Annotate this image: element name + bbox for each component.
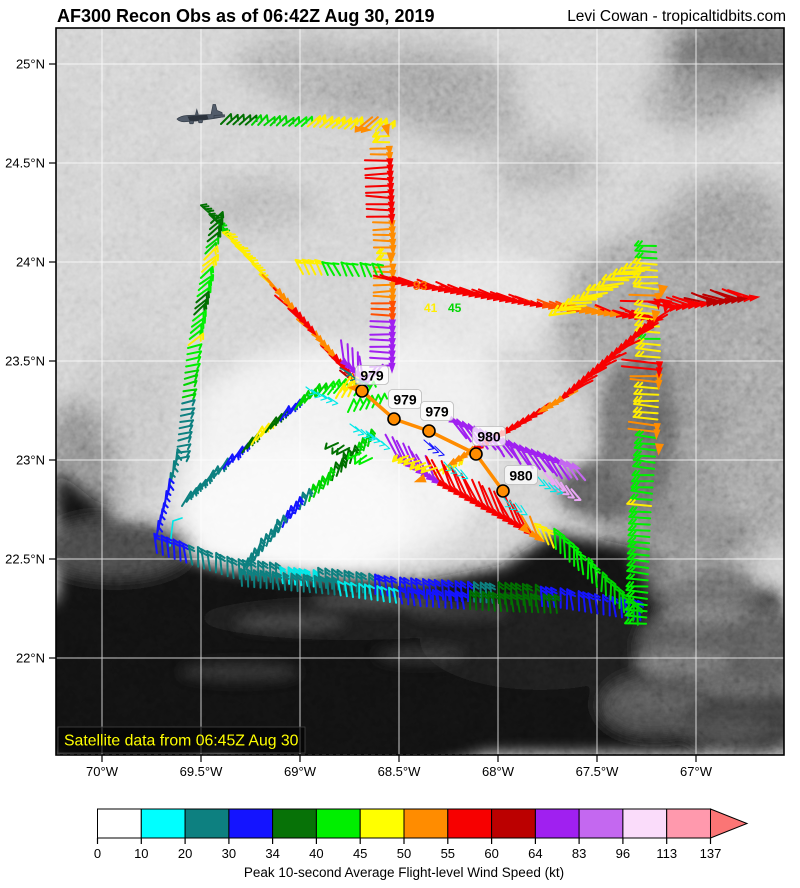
svg-text:30: 30 bbox=[222, 846, 236, 861]
svg-text:10: 10 bbox=[134, 846, 148, 861]
svg-text:69°W: 69°W bbox=[284, 764, 317, 779]
svg-text:22°N: 22°N bbox=[16, 651, 45, 666]
svg-text:23°N: 23°N bbox=[16, 453, 45, 468]
svg-text:Satellite data from 06:45Z Aug: Satellite data from 06:45Z Aug 30 bbox=[64, 733, 299, 750]
svg-text:34: 34 bbox=[265, 846, 279, 861]
svg-text:113: 113 bbox=[656, 846, 677, 861]
svg-text:45: 45 bbox=[448, 301, 462, 315]
svg-text:67°W: 67°W bbox=[680, 764, 713, 779]
svg-text:979: 979 bbox=[393, 392, 417, 408]
svg-text:45: 45 bbox=[353, 846, 367, 861]
svg-text:64: 64 bbox=[528, 846, 542, 861]
svg-text:Levi Cowan - tropicaltidbits.c: Levi Cowan - tropicaltidbits.com bbox=[567, 8, 786, 25]
svg-text:22.5°N: 22.5°N bbox=[5, 552, 45, 567]
svg-text:69.5°W: 69.5°W bbox=[180, 764, 224, 779]
svg-text:68°W: 68°W bbox=[482, 764, 515, 779]
svg-text:67.5°W: 67.5°W bbox=[576, 764, 620, 779]
svg-text:25°N: 25°N bbox=[16, 57, 45, 72]
svg-text:68.5°W: 68.5°W bbox=[378, 764, 422, 779]
svg-text:70°W: 70°W bbox=[86, 764, 119, 779]
svg-text:137: 137 bbox=[700, 846, 722, 861]
svg-text:93: 93 bbox=[413, 278, 427, 293]
svg-text:50: 50 bbox=[397, 846, 411, 861]
svg-text:980: 980 bbox=[477, 429, 501, 445]
svg-text:979: 979 bbox=[425, 404, 449, 420]
svg-text:Peak 10-second Average Flight-: Peak 10-second Average Flight-level Wind… bbox=[244, 865, 564, 880]
svg-text:24.5°N: 24.5°N bbox=[5, 156, 45, 171]
svg-text:41: 41 bbox=[424, 301, 438, 315]
svg-text:20: 20 bbox=[178, 846, 192, 861]
svg-text:55: 55 bbox=[441, 846, 455, 861]
svg-text:24°N: 24°N bbox=[16, 255, 45, 270]
svg-text:0: 0 bbox=[94, 846, 101, 861]
svg-text:60: 60 bbox=[484, 846, 498, 861]
svg-text:AF300 Recon Obs as of 06:42Z A: AF300 Recon Obs as of 06:42Z Aug 30, 201… bbox=[57, 6, 434, 26]
svg-text:980: 980 bbox=[509, 468, 533, 484]
svg-text:23.5°N: 23.5°N bbox=[5, 354, 45, 369]
svg-text:96: 96 bbox=[616, 846, 630, 861]
svg-text:979: 979 bbox=[360, 368, 384, 384]
svg-text:40: 40 bbox=[309, 846, 323, 861]
svg-text:83: 83 bbox=[572, 846, 586, 861]
